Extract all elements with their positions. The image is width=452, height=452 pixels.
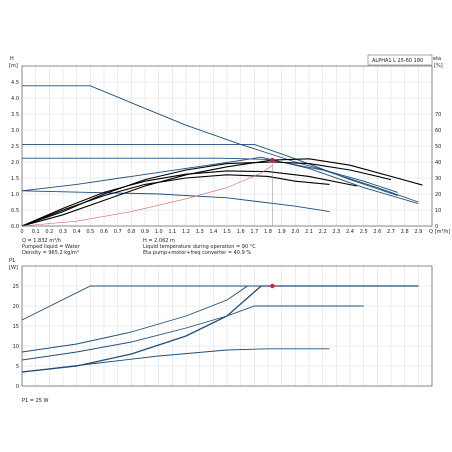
head-y-tick-label: 4.5 bbox=[11, 80, 19, 86]
eta-y-tick-label: 60 bbox=[435, 128, 441, 134]
head-curve-max-constant-curve bbox=[22, 85, 398, 193]
power-curve-power-low bbox=[21, 348, 330, 373]
head-y-tick-label: 3.5 bbox=[11, 112, 19, 118]
power-y-tick-label: 10 bbox=[13, 344, 19, 350]
eta-y-tick-label: 10 bbox=[435, 208, 441, 214]
head-y-tick-label: 3.0 bbox=[11, 128, 19, 134]
chart-title: ALPHA1 L 25-60 180 bbox=[372, 58, 423, 64]
efficiency-label: Eta pump+motor+freq converter = 40.9 % bbox=[143, 250, 251, 256]
head-x-tick-label: 2.9 bbox=[414, 229, 422, 235]
temperature-label: Liquid temperature during operation = 90… bbox=[143, 244, 256, 250]
head-x-tick-label: 1.6 bbox=[237, 229, 245, 235]
head-y-tick-label: 0.0 bbox=[11, 224, 19, 230]
head-x-tick-label: 0.2 bbox=[45, 229, 53, 235]
eta-ylabel-line1: eta bbox=[433, 56, 441, 62]
head-x-tick-label: 2.2 bbox=[319, 229, 327, 235]
duty-h-label: H = 2.062 m bbox=[143, 238, 175, 244]
head-ylabel-line1: H bbox=[10, 56, 14, 62]
title-box bbox=[367, 54, 433, 66]
head-curve-system-curve bbox=[21, 158, 423, 227]
head-x-tick-label: 1.8 bbox=[264, 229, 272, 235]
eta-y-tick-label: 50 bbox=[435, 144, 441, 150]
eta-y-tick-label: 20 bbox=[435, 192, 441, 198]
head-x-tick-label: 0.5 bbox=[86, 229, 94, 235]
power-y-tick-label: 5 bbox=[16, 364, 19, 370]
head-x-tick-label: 2.5 bbox=[360, 229, 368, 235]
power-chart-frame bbox=[21, 265, 433, 387]
power-y-tick-label: 25 bbox=[13, 284, 19, 290]
head-x-tick-label: 2.7 bbox=[387, 229, 395, 235]
head-x-tick-label: 1.3 bbox=[196, 229, 204, 235]
head-curve-efficiency bbox=[21, 164, 273, 227]
eta-y-tick-label: 40 bbox=[435, 160, 441, 166]
head-chart-frame bbox=[21, 65, 433, 227]
head-x-tick-label: 1.5 bbox=[223, 229, 231, 235]
head-ylabel-line2: [m] bbox=[9, 63, 18, 69]
head-y-tick-label: 1.5 bbox=[11, 176, 19, 182]
head-x-tick-label: 2.0 bbox=[291, 229, 299, 235]
power-y-tick-label: 0 bbox=[16, 384, 19, 390]
head-x-tick-label: 2.3 bbox=[332, 229, 340, 235]
density-label: Density = 965.2 kg/m³ bbox=[22, 250, 79, 256]
power-curve-power-proportional bbox=[21, 285, 419, 373]
head-y-tick-label: 2.0 bbox=[11, 160, 19, 166]
power-ylabel-line1: P1 bbox=[9, 258, 15, 264]
power-y-tick-label: 15 bbox=[13, 324, 19, 330]
head-x-tick-label: 0.9 bbox=[141, 229, 149, 235]
power-curve-power-mid bbox=[21, 305, 364, 361]
head-x-tick-label: 2.1 bbox=[305, 229, 313, 235]
power-y-tick-label: 20 bbox=[13, 304, 19, 310]
eta-y-tick-label: 70 bbox=[435, 112, 441, 118]
head-y-tick-label: 1.0 bbox=[11, 192, 19, 198]
eta-ylabel-line2: [%] bbox=[434, 63, 443, 69]
head-grid bbox=[21, 66, 433, 227]
head-curve-proportional-pressure bbox=[21, 156, 419, 205]
head-ticks: 0 0.1 0.2 0.3 0.4 0.5 0.6 0.7 0.8 0.9 1.0 1.1 1.2 1.3… bbox=[11, 80, 450, 235]
head-duty-point-marker bbox=[270, 157, 275, 163]
p1-label: P1 = 25 W bbox=[22, 398, 49, 404]
head-x-tick-label: 0.4 bbox=[73, 229, 81, 235]
power-ylabel-line2: [W] bbox=[9, 265, 18, 271]
eta-y-tick-label: 0 bbox=[435, 224, 438, 230]
head-x-tick-label: 0.8 bbox=[127, 229, 135, 235]
head-x-tick-label: 1.4 bbox=[209, 229, 217, 235]
head-curve-constant-curve-low bbox=[21, 190, 330, 213]
power-grid bbox=[21, 266, 433, 387]
head-x-tick-label: 0 bbox=[20, 229, 23, 235]
head-x-tick-label: 0.7 bbox=[114, 229, 122, 235]
duty-q-label: Q = 1.832 m³/h bbox=[22, 238, 61, 244]
power-series bbox=[21, 283, 419, 373]
head-x-tick-label: 1.7 bbox=[250, 229, 258, 235]
head-curve-constant-pressure-mid bbox=[22, 157, 419, 203]
head-x-tick-label: 0.6 bbox=[100, 229, 108, 235]
liquid-label: Pumped liquid = Water bbox=[22, 244, 81, 250]
head-curve-system-curve-4 bbox=[21, 174, 330, 227]
head-series bbox=[21, 85, 423, 227]
head-y-tick-label: 0.5 bbox=[11, 208, 19, 214]
head-chart: 0 0.1 0.2 0.3 0.4 0.5 0.6 0.7 0.8 0.9 1.0 1.1 1.2 1.3… bbox=[9, 54, 450, 256]
head-x-tick-label: 1.2 bbox=[182, 229, 190, 235]
head-x-tick-label: 1.0 bbox=[155, 229, 163, 235]
head-x-axis-label: Q [m³/h] bbox=[429, 229, 450, 235]
head-y-tick-label: 4.0 bbox=[11, 96, 19, 102]
head-curve-system-curve-3 bbox=[21, 170, 357, 227]
head-y-tick-label: 2.5 bbox=[11, 144, 19, 150]
head-x-tick-label: 0.1 bbox=[32, 229, 40, 235]
head-x-tick-label: 2.6 bbox=[373, 229, 381, 235]
head-x-tick-label: 2.8 bbox=[401, 229, 409, 235]
power-chart: 0 5 10 15 20 25 P1 [W] P1 = 25 W bbox=[9, 258, 433, 404]
eta-y-tick-label: 30 bbox=[435, 176, 441, 182]
head-x-tick-label: 1.9 bbox=[278, 229, 286, 235]
power-curve-power-constant-pressure bbox=[21, 285, 275, 353]
head-x-tick-label: 2.4 bbox=[346, 229, 354, 235]
power-ticks: 0 5 10 15 20 25 bbox=[13, 284, 19, 390]
head-x-tick-label: 1.1 bbox=[168, 229, 176, 235]
power-duty-point-marker bbox=[270, 283, 275, 289]
head-x-tick-label: 0.3 bbox=[59, 229, 67, 235]
